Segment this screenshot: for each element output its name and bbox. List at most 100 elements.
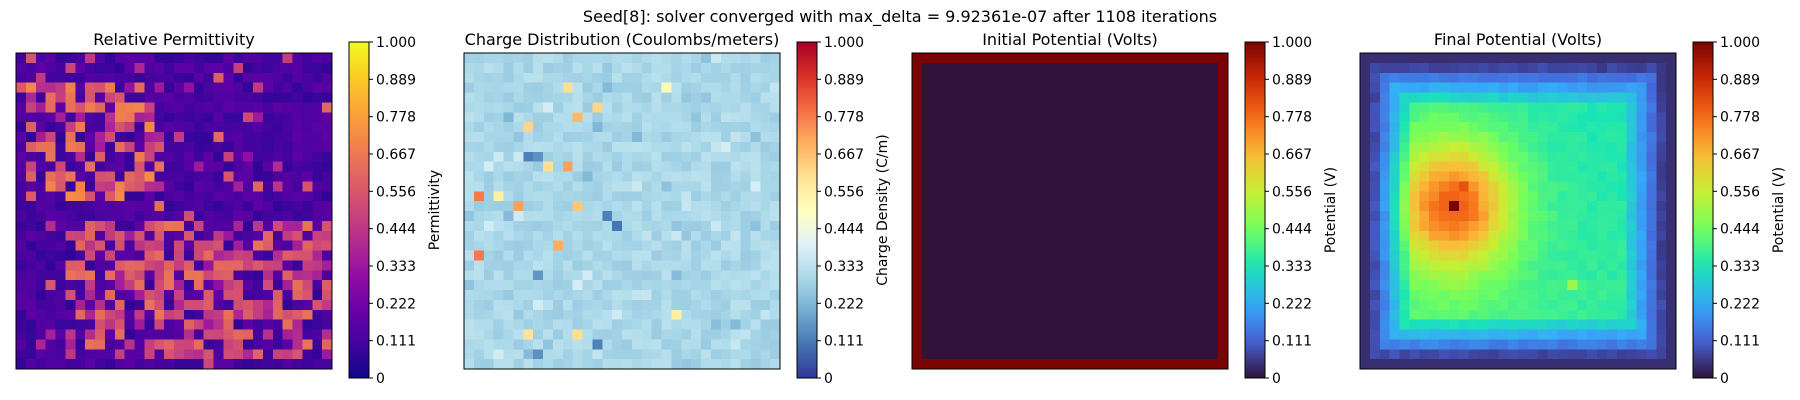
heatmap-cell bbox=[55, 171, 66, 182]
heatmap-cell bbox=[1419, 62, 1430, 74]
heatmap-cell bbox=[144, 349, 155, 360]
heatmap-cell bbox=[154, 319, 165, 330]
heatmap-cell bbox=[582, 92, 593, 103]
heatmap-cell bbox=[302, 102, 313, 113]
heatmap-cell bbox=[1547, 349, 1558, 360]
heatmap-cell bbox=[971, 250, 982, 261]
heatmap-cell bbox=[464, 250, 475, 261]
heatmap-cell bbox=[1050, 132, 1061, 143]
heatmap-cell bbox=[1666, 132, 1677, 143]
heatmap-cell bbox=[1369, 102, 1381, 113]
heatmap-cell bbox=[543, 181, 554, 192]
heatmap-cell bbox=[483, 220, 494, 232]
heatmap-cell bbox=[312, 319, 323, 330]
heatmap-cell bbox=[921, 151, 933, 162]
heatmap-cell bbox=[671, 201, 682, 212]
heatmap-cell bbox=[1547, 53, 1558, 64]
heatmap-cell bbox=[282, 211, 293, 222]
heatmap-cell bbox=[272, 132, 283, 143]
heatmap-cell bbox=[770, 319, 781, 330]
heatmap-cell bbox=[1636, 270, 1647, 281]
heatmap-cell bbox=[45, 53, 56, 64]
heatmap-cell bbox=[282, 72, 293, 83]
heatmap-cell bbox=[183, 72, 195, 83]
heatmap-cell bbox=[582, 151, 593, 162]
heatmap-cell bbox=[262, 319, 274, 330]
heatmap-cell bbox=[1158, 280, 1170, 291]
heatmap-cell bbox=[941, 270, 952, 281]
heatmap-cell bbox=[213, 201, 224, 212]
heatmap-cell bbox=[1419, 250, 1430, 261]
heatmap-cell bbox=[1527, 349, 1539, 360]
heatmap-cell bbox=[95, 240, 106, 251]
heatmap-cell bbox=[75, 299, 86, 311]
heatmap-cell bbox=[1458, 53, 1469, 64]
heatmap-cell bbox=[612, 230, 623, 241]
heatmap-cell bbox=[1188, 141, 1199, 153]
heatmap-cell bbox=[1099, 211, 1110, 222]
heatmap-cell bbox=[1527, 92, 1539, 103]
heatmap-cell bbox=[1626, 359, 1637, 370]
heatmap-cell bbox=[292, 191, 303, 202]
heatmap-cell bbox=[124, 280, 135, 291]
heatmap-cell bbox=[1360, 72, 1371, 83]
heatmap-cell bbox=[691, 349, 702, 360]
colorbar-tick-label: 0.778 bbox=[824, 110, 864, 126]
heatmap-cell bbox=[1060, 329, 1071, 340]
heatmap-cell bbox=[1636, 53, 1647, 64]
heatmap-cell bbox=[1099, 191, 1110, 202]
heatmap-cell bbox=[951, 309, 962, 320]
heatmap-cell bbox=[243, 299, 254, 311]
heatmap-cell bbox=[641, 280, 652, 291]
heatmap-cell bbox=[1030, 201, 1041, 212]
heatmap-cell bbox=[272, 62, 283, 74]
heatmap-cell bbox=[1547, 82, 1558, 93]
heatmap-cell bbox=[1646, 92, 1657, 103]
heatmap-cell bbox=[262, 309, 274, 320]
heatmap-cell bbox=[1656, 250, 1667, 261]
heatmap-cell bbox=[154, 299, 165, 311]
heatmap-cell bbox=[1168, 329, 1179, 340]
heatmap-cell bbox=[1099, 230, 1110, 241]
heatmap-cell bbox=[1626, 82, 1637, 93]
heatmap-cell bbox=[533, 250, 544, 261]
heatmap-cell bbox=[912, 359, 923, 370]
heatmap-cell bbox=[710, 122, 722, 133]
heatmap-cell bbox=[1360, 339, 1371, 350]
heatmap-cell bbox=[1129, 250, 1140, 261]
heatmap-cell bbox=[464, 141, 475, 153]
heatmap-cell bbox=[671, 211, 682, 222]
heatmap-cell bbox=[1188, 132, 1199, 143]
heatmap-cell bbox=[1379, 132, 1390, 143]
heatmap-cell bbox=[1508, 132, 1519, 143]
heatmap-cell bbox=[174, 270, 185, 281]
heatmap-cell bbox=[193, 122, 204, 133]
heatmap-cell bbox=[951, 230, 962, 241]
heatmap-cell bbox=[513, 240, 524, 251]
heatmap-cell bbox=[193, 82, 204, 93]
heatmap-cell bbox=[503, 250, 514, 261]
heatmap-cell bbox=[552, 92, 564, 103]
heatmap-cell bbox=[543, 319, 554, 330]
heatmap-cell bbox=[1109, 349, 1120, 360]
heatmap-cell bbox=[253, 359, 264, 370]
heatmap-cell bbox=[661, 151, 672, 162]
heatmap-cell bbox=[760, 72, 771, 83]
heatmap-cell bbox=[641, 122, 652, 133]
heatmap-cell bbox=[1458, 349, 1469, 360]
heatmap-cell bbox=[1389, 72, 1400, 83]
heatmap-cell bbox=[1527, 329, 1539, 340]
heatmap-cell bbox=[85, 181, 96, 192]
heatmap-cell bbox=[1188, 102, 1199, 113]
heatmap-cell bbox=[671, 122, 682, 133]
heatmap-cell bbox=[114, 319, 125, 330]
heatmap-cell bbox=[1030, 240, 1041, 251]
heatmap-cell bbox=[1218, 280, 1229, 291]
heatmap-cell bbox=[912, 339, 923, 350]
heatmap-cell bbox=[243, 211, 254, 222]
heatmap-cell bbox=[1000, 280, 1012, 291]
heatmap-cell bbox=[770, 230, 781, 241]
heatmap-cell bbox=[720, 270, 731, 281]
heatmap-cell bbox=[740, 220, 751, 232]
heatmap-cell bbox=[25, 339, 37, 350]
